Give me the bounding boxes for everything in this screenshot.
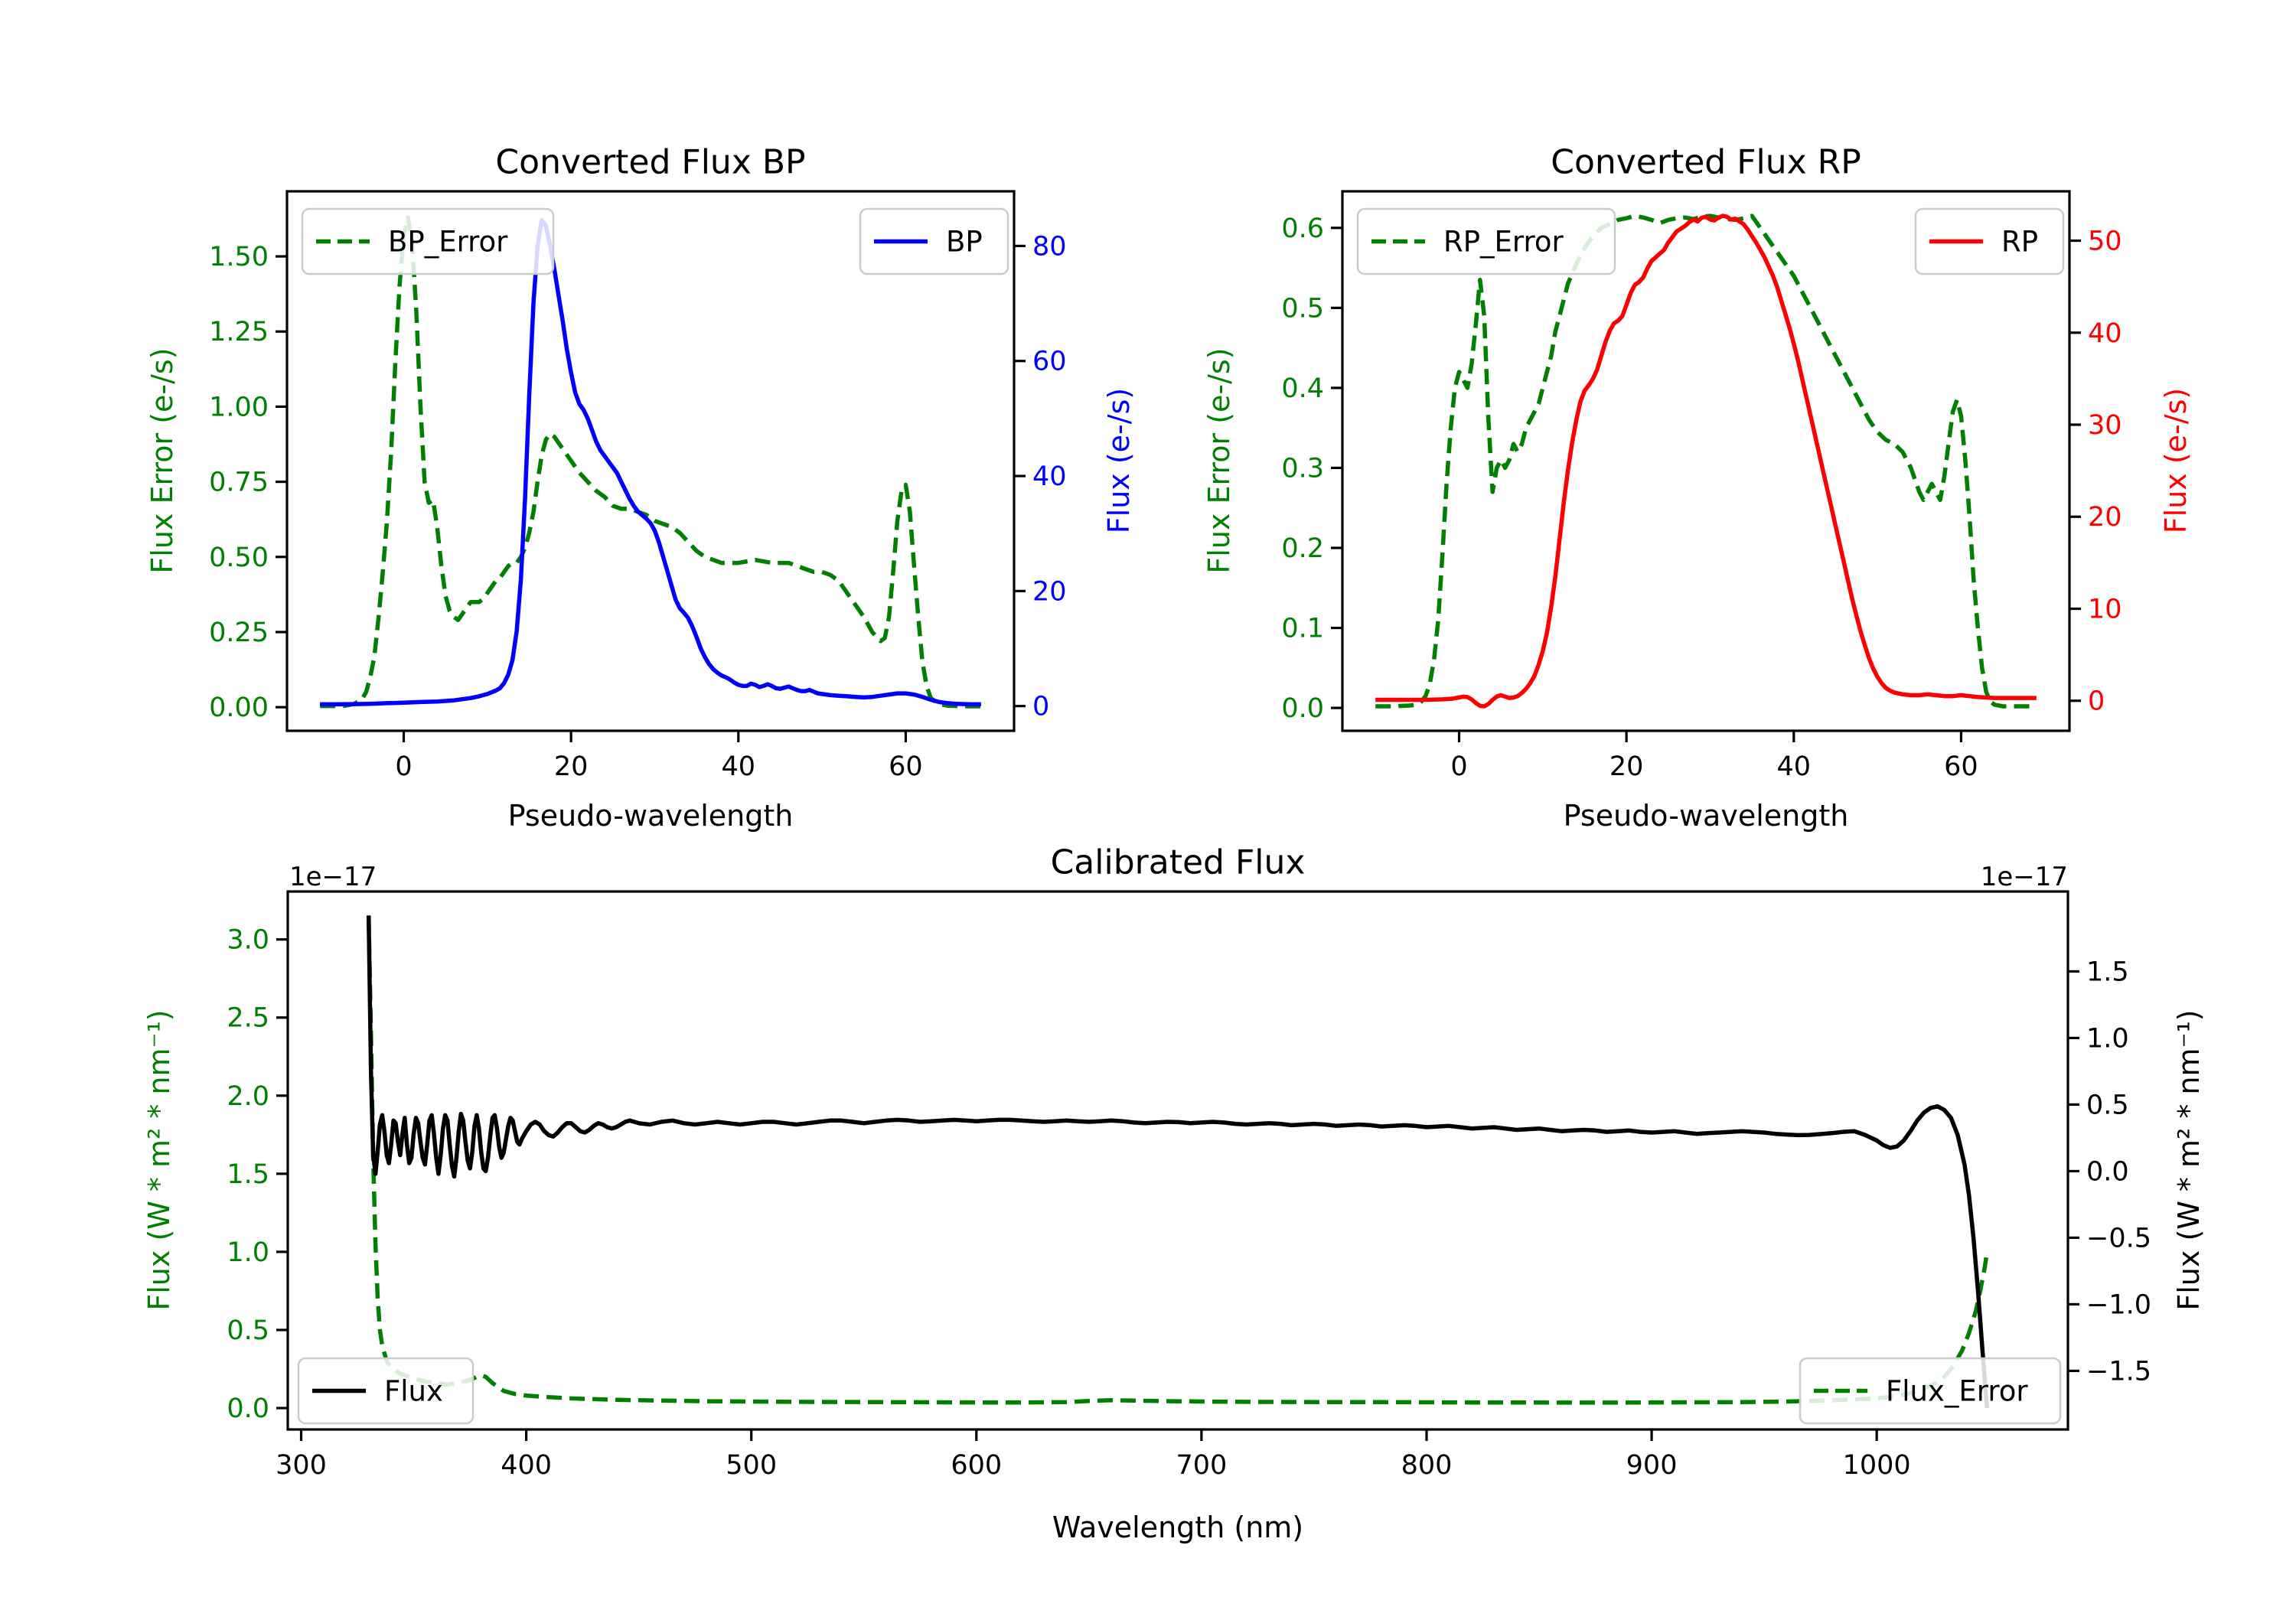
legend-box <box>297 1357 475 1425</box>
calibrated-right-yaxis-label: Flux (W * m² * nm⁻¹) <box>2172 1009 2206 1311</box>
x-tick-label: 600 <box>951 1450 1002 1481</box>
left-y-tick-label: 0.5 <box>227 1315 269 1346</box>
left-y-tick-label: 0.3 <box>1281 453 1324 484</box>
bp-xaxis-label: Pseudo-wavelength <box>507 799 794 833</box>
bp-right-yaxis-label: Flux (e-/s) <box>1102 387 1136 534</box>
bp-left-yaxis-label: Flux Error (e-/s) <box>145 347 179 574</box>
x-tick-label: 800 <box>1401 1450 1453 1481</box>
flux-error-line <box>366 915 1990 1405</box>
legend-label: BP <box>946 226 983 259</box>
left-y-tick-label: 3.0 <box>227 925 269 956</box>
left-y-tick-label: 1.50 <box>209 242 269 272</box>
calibrated-left-yaxis-label: Flux (W * m² * nm⁻¹) <box>142 1009 176 1311</box>
left-y-tick-label: 2.0 <box>227 1081 269 1112</box>
right-y-tick-label: 60 <box>1032 347 1067 377</box>
right-axis-offset-label: 1e−17 <box>1980 862 2068 892</box>
left-y-tick-label: 0.4 <box>1281 373 1324 404</box>
calibrated-chart-title: Calibrated Flux <box>1050 843 1306 882</box>
left-y-tick-label: 0.00 <box>209 693 269 723</box>
legend-label: RP <box>2001 226 2038 259</box>
right-y-tick-label: 30 <box>2088 410 2122 441</box>
rp-error-line <box>1375 214 2037 709</box>
right-y-tick-label: 10 <box>2088 594 2122 624</box>
right-y-tick-label: 0 <box>1032 692 1049 722</box>
legend-label: Flux_Error <box>1886 1375 2028 1408</box>
rp-xaxis-label: Pseudo-wavelength <box>1563 799 1849 833</box>
x-tick-label: 0 <box>1450 751 1467 782</box>
flux-line <box>366 915 1990 1409</box>
left-axis-offset-label: 1e−17 <box>289 862 377 892</box>
legend-box <box>1356 207 1616 275</box>
left-y-tick-label: 0.0 <box>227 1393 269 1424</box>
right-y-tick-label: 80 <box>1032 231 1067 262</box>
left-y-tick-label: 0.25 <box>209 618 269 648</box>
right-y-tick-label: 1.0 <box>2086 1023 2129 1054</box>
x-tick-label: 60 <box>1944 751 1978 782</box>
x-tick-label: 40 <box>1777 751 1812 782</box>
plot-border <box>1341 190 2071 732</box>
right-y-tick-label: −1.5 <box>2086 1356 2151 1387</box>
right-y-tick-label: 40 <box>1032 461 1067 492</box>
x-tick-label: 1000 <box>1843 1450 1911 1481</box>
left-y-tick-label: 0.50 <box>209 543 269 573</box>
left-y-tick-label: 1.00 <box>209 392 269 422</box>
right-y-tick-label: 0.5 <box>2086 1090 2129 1120</box>
right-y-tick-label: 20 <box>1032 576 1067 607</box>
right-y-tick-label: −1.0 <box>2086 1289 2151 1320</box>
x-tick-label: 400 <box>501 1450 552 1481</box>
legend-box <box>859 207 1009 275</box>
left-y-tick-label: 0.1 <box>1281 614 1324 644</box>
right-y-tick-label: 0.0 <box>2086 1156 2129 1187</box>
x-tick-label: 20 <box>1609 751 1644 782</box>
x-tick-label: 300 <box>276 1450 327 1481</box>
left-y-tick-label: 1.25 <box>209 317 269 347</box>
rp-chart-title: Converted Flux RP <box>1551 142 1861 182</box>
plot-border <box>286 890 2069 1431</box>
left-y-tick-label: 0.6 <box>1281 214 1324 244</box>
calibrated-xaxis-label: Wavelength (nm) <box>1052 1511 1304 1544</box>
x-tick-label: 500 <box>726 1450 777 1481</box>
plot-border <box>285 190 1016 732</box>
x-tick-label: 700 <box>1176 1450 1227 1481</box>
right-y-tick-label: −0.5 <box>2086 1223 2151 1253</box>
x-tick-label: 40 <box>722 751 756 782</box>
right-y-tick-label: 1.5 <box>2086 957 2129 987</box>
legend-label: Flux <box>384 1375 443 1408</box>
x-tick-label: 0 <box>395 751 412 782</box>
right-y-tick-label: 0 <box>2088 686 2105 717</box>
left-y-tick-label: 1.0 <box>227 1237 269 1268</box>
left-y-tick-label: 0.75 <box>209 468 269 498</box>
x-tick-label: 900 <box>1626 1450 1678 1481</box>
legend-box <box>1799 1357 2062 1425</box>
left-y-tick-label: 1.5 <box>227 1159 269 1190</box>
left-y-tick-label: 0.5 <box>1281 293 1324 324</box>
legend-box <box>1914 207 2065 275</box>
bp-line <box>320 217 981 707</box>
bp-error-line <box>320 215 981 709</box>
legend-box <box>301 207 555 275</box>
left-y-tick-label: 2.5 <box>227 1003 269 1034</box>
legend-label: RP_Error <box>1443 226 1564 259</box>
legend-label: BP_Error <box>388 226 508 259</box>
left-y-tick-label: 0.0 <box>1281 693 1324 724</box>
right-y-tick-label: 40 <box>2088 318 2122 349</box>
x-tick-label: 20 <box>554 751 589 782</box>
left-y-tick-label: 0.2 <box>1281 533 1324 564</box>
right-y-tick-label: 20 <box>2088 502 2122 533</box>
right-y-tick-label: 50 <box>2088 227 2122 257</box>
rp-line <box>1375 214 2037 709</box>
rp-left-yaxis-label: Flux Error (e-/s) <box>1202 347 1236 574</box>
rp-right-yaxis-label: Flux (e-/s) <box>2159 387 2193 534</box>
bp-chart-title: Converted Flux BP <box>495 142 806 182</box>
x-tick-label: 60 <box>889 751 923 782</box>
